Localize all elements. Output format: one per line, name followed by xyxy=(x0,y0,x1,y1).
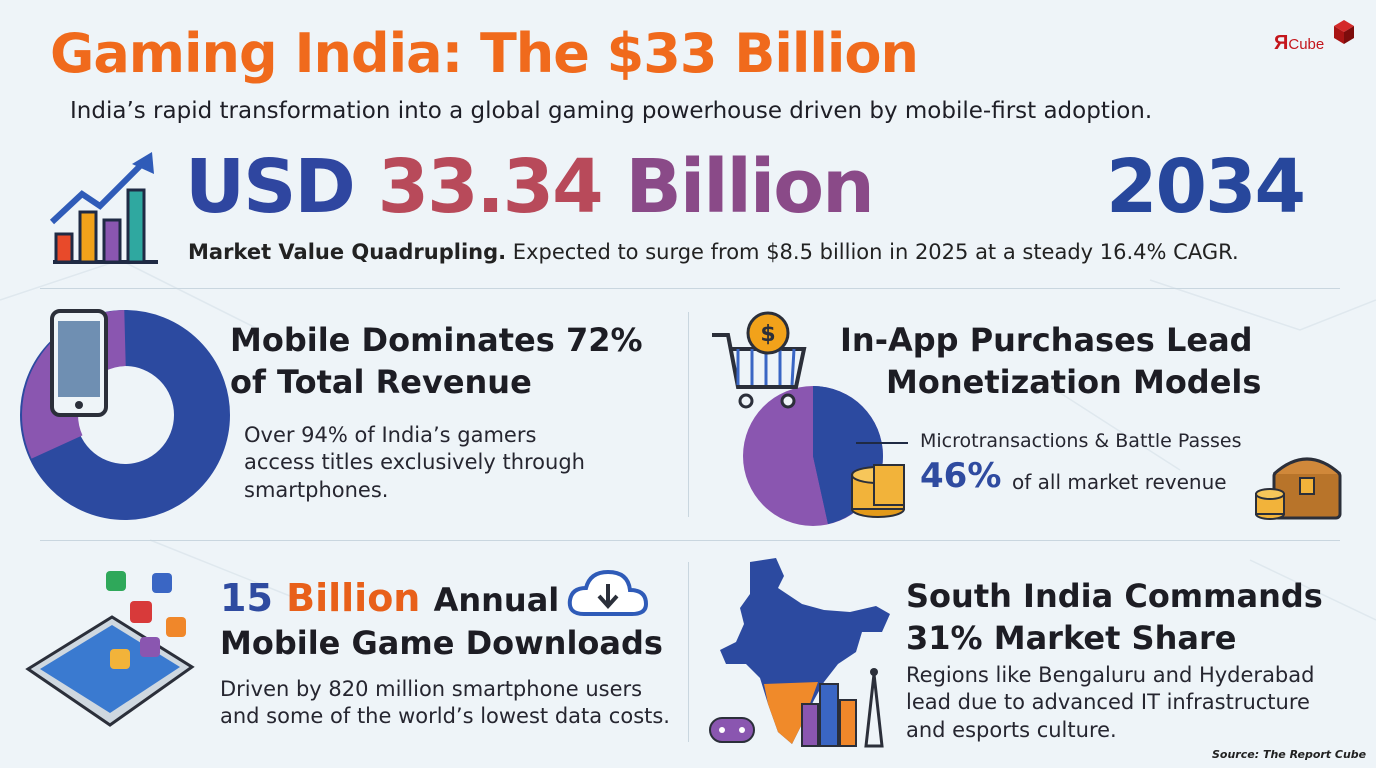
source-credit: Source: The Report Cube xyxy=(1212,748,1367,761)
india-map-icon xyxy=(709,558,890,748)
inapp-title: In-App Purchases Lead Monetization Model… xyxy=(840,320,1261,403)
downloads-title-line2: Mobile Game Downloads xyxy=(220,624,663,663)
brand-logo: ЯCube xyxy=(1272,18,1362,60)
south-body-line1: Regions like Bengaluru and Hyderabad xyxy=(906,663,1315,687)
inapp-percent-caption: of all market revenue xyxy=(1012,470,1227,494)
page-title: Gaming India: The $33 Billion xyxy=(50,22,919,85)
south-title-line2: 31% Market Share xyxy=(906,618,1237,657)
mobile-body: Over 94% of India’s gamers access titles… xyxy=(244,422,585,504)
mobile-revenue-donut xyxy=(20,309,230,520)
hero-description: Market Value Quadrupling. Expected to su… xyxy=(188,240,1239,264)
inapp-title-line2: Monetization Models xyxy=(886,362,1262,401)
downloads-title-line1: 15 Billion Annual xyxy=(220,574,663,623)
coin-stack-icon xyxy=(851,464,905,518)
svg-text:$: $ xyxy=(760,322,775,347)
hero-description-strong: Market Value Quadrupling. xyxy=(188,240,507,264)
cloud-download-icon xyxy=(567,569,649,616)
south-title-line1: South India Commands xyxy=(906,577,1323,615)
divider-top xyxy=(40,288,1340,289)
mobile-title: Mobile Dominates 72% of Total Revenue xyxy=(230,320,643,403)
cube-logo-icon xyxy=(1334,20,1354,44)
divider-middle xyxy=(40,540,1340,541)
mobile-body-line3: smartphones. xyxy=(244,477,389,502)
inapp-illustration: $ xyxy=(712,311,908,526)
downloads-body: Driven by 820 million smartphone users a… xyxy=(220,676,670,731)
downloads-unit: Billion xyxy=(286,576,421,620)
south-body: Regions like Bengaluru and Hyderabad lea… xyxy=(906,662,1314,744)
divider-vertical-upper xyxy=(688,312,689,517)
treasure-chest-icon xyxy=(1255,457,1342,520)
mobile-title-line2: of Total Revenue xyxy=(230,362,532,401)
city-skyline-icon xyxy=(801,668,884,748)
south-body-line2: lead due to advanced IT infrastructure xyxy=(906,690,1310,715)
logo-mark: Я xyxy=(1274,32,1289,54)
page-subtitle: India’s rapid transformation into a glob… xyxy=(70,98,1153,124)
mobile-body-line1: Over 94% of India’s gamers xyxy=(244,423,537,447)
south-title: South India Commands 31% Market Share xyxy=(906,576,1323,659)
hero-year: 2034 xyxy=(1106,144,1306,230)
gamepad-icon xyxy=(709,717,755,743)
downloads-body-line1: Driven by 820 million smartphone users xyxy=(220,677,643,701)
mobile-title-line1: Mobile Dominates 72% xyxy=(230,321,643,359)
shopping-cart-icon: $ xyxy=(712,311,807,409)
inapp-percent: 46% xyxy=(920,456,1002,496)
inapp-title-line1: In-App Purchases Lead xyxy=(840,321,1253,359)
downloads-number: 15 xyxy=(220,576,273,620)
downloads-body-line2: and some of the world’s lowest data cost… xyxy=(220,704,670,729)
mobile-body-line2: access titles exclusively through xyxy=(244,450,585,475)
hero-value: 33.34 xyxy=(377,144,604,230)
downloads-title-rest: Annual xyxy=(433,581,560,619)
south-body-line3: and esports culture. xyxy=(906,717,1117,742)
hero-market-value: USD 33.34 Billion xyxy=(185,150,875,224)
divider-vertical-lower xyxy=(688,562,689,742)
hero-unit: Billion xyxy=(625,144,874,230)
smartphone-icon xyxy=(50,309,108,417)
downloads-title: 15 Billion Annual Mobile Game Downloads xyxy=(220,574,663,665)
inapp-label: Microtransactions & Battle Passes xyxy=(920,430,1242,452)
hero-description-rest: Expected to surge from $8.5 billion in 2… xyxy=(512,240,1239,264)
bar-chart-growth-icon xyxy=(48,150,163,268)
logo-word: Cube xyxy=(1288,36,1325,53)
phone-with-apps-icon xyxy=(25,571,195,727)
hero-usd-prefix: USD xyxy=(185,144,356,230)
